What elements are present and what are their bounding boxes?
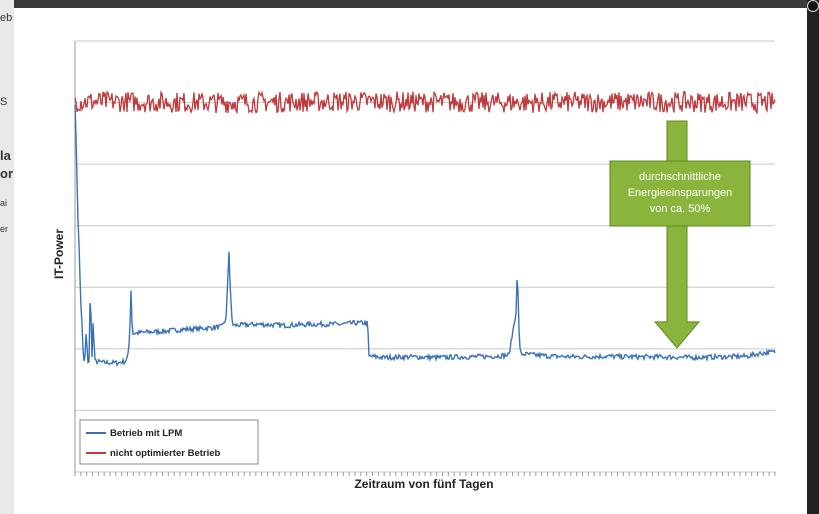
line-chart: IT-Power Zeitraum von fünf Tagen Betrieb… bbox=[52, 40, 776, 491]
background-right-edge bbox=[807, 0, 819, 514]
series-line-not-optimized bbox=[74, 90, 776, 115]
legend-label-not-optimized: nicht optimierter Betrieb bbox=[110, 448, 221, 459]
y-axis-label: IT-Power bbox=[52, 229, 66, 279]
background-text-fragment: or bbox=[0, 166, 13, 181]
close-icon[interactable] bbox=[807, 0, 819, 12]
down-arrow-icon bbox=[653, 120, 701, 349]
annotation-line: Energieeinsparungen bbox=[628, 187, 733, 199]
chart-frame: IT-Power Zeitraum von fünf Tagen Betrieb… bbox=[14, 8, 807, 514]
legend-box bbox=[79, 419, 259, 465]
legend: Betrieb mit LPM nicht optimierter Betrie… bbox=[79, 419, 259, 465]
background-text-fragment: S bbox=[0, 96, 8, 108]
x-axis-ticks bbox=[74, 472, 776, 476]
legend-label-lpm: Betrieb mit LPM bbox=[110, 428, 182, 439]
x-axis-label: Zeitraum von fünf Tagen bbox=[354, 477, 493, 491]
annotation-line: durchschnittliche bbox=[639, 171, 721, 183]
background-text-fragment: la bbox=[0, 148, 11, 163]
series-line-lpm bbox=[74, 104, 776, 367]
series-layer bbox=[74, 90, 776, 367]
background-text-fragment: ai bbox=[0, 198, 8, 208]
background-panel: eb S la or ai er bbox=[0, 0, 14, 514]
background-text-fragment: er bbox=[0, 224, 9, 234]
window-top-bar bbox=[0, 0, 819, 8]
annotation-box bbox=[609, 160, 751, 227]
savings-annotation: durchschnittliche Energieeinsparungen vo… bbox=[609, 120, 751, 349]
grid-lines bbox=[74, 40, 775, 473]
annotation-line: von ca. 50% bbox=[650, 203, 711, 215]
background-text-fragment: eb bbox=[0, 12, 13, 24]
